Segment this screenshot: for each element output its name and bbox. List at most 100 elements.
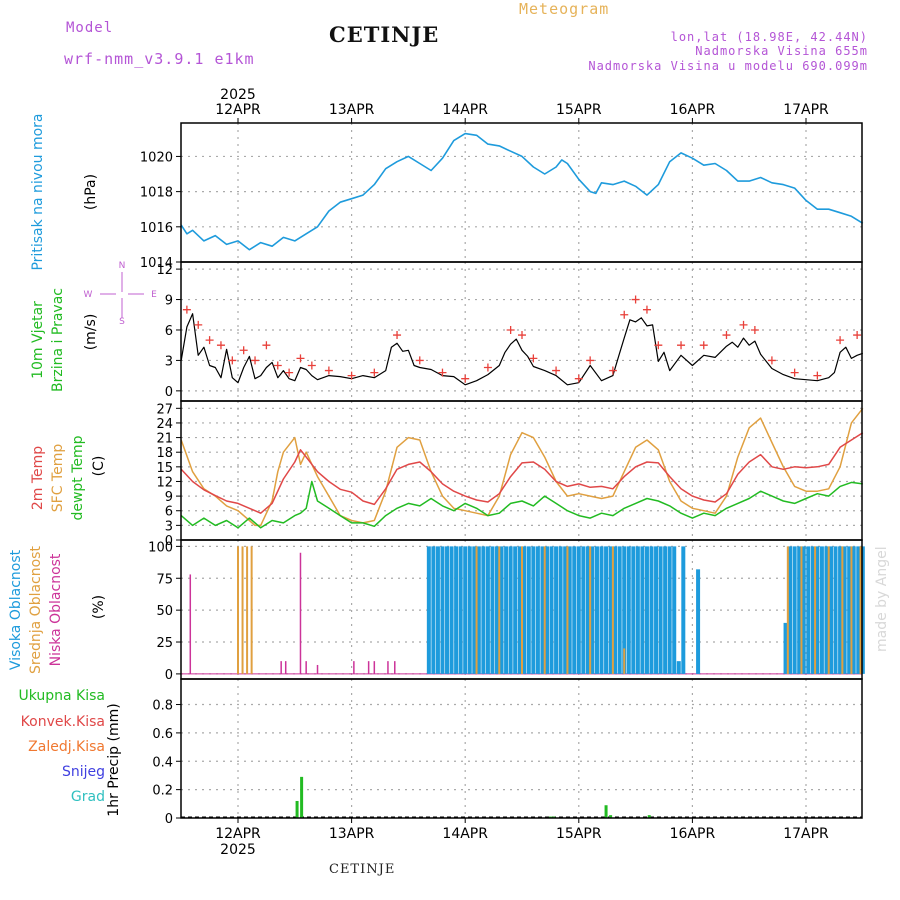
mid-cloud-bar <box>246 546 249 674</box>
mid-cloud-bar <box>241 546 244 674</box>
y-tick-label: 27 <box>156 402 173 417</box>
precip-bar <box>609 815 613 818</box>
high-cloud-bar <box>806 546 811 674</box>
high-cloud-bar <box>458 546 463 674</box>
high-cloud-bar <box>495 546 500 674</box>
high-cloud-bar <box>449 546 454 674</box>
high-cloud-bar <box>635 546 640 674</box>
y-tick-label: 0.8 <box>152 699 173 714</box>
y-tick-label: 6 <box>165 505 173 520</box>
mid-cloud-bar <box>543 546 546 674</box>
high-cloud-bar <box>672 546 677 674</box>
high-cloud-bar <box>681 546 686 674</box>
wind-gust-marker <box>739 320 748 329</box>
high-cloud-bar <box>833 546 838 674</box>
mid-cloud-bar <box>250 546 253 674</box>
mid-cloud-bar <box>859 546 862 674</box>
panel-frame <box>180 122 863 263</box>
x-day-label-top: 12APR <box>215 102 261 118</box>
y-tick-label: 12 <box>156 263 173 278</box>
wind-gust-marker <box>654 341 663 350</box>
temp-axis-title-1: 2m Temp <box>30 446 46 510</box>
wind-gust-marker <box>239 346 248 355</box>
precip-bar <box>300 776 304 818</box>
dir-south-label: S <box>119 317 125 327</box>
high-cloud-bar <box>472 546 477 674</box>
mid-cloud-bar <box>850 546 853 674</box>
legend-snow: Snijeg <box>62 764 105 780</box>
high-cloud-bar <box>819 546 824 674</box>
wind-gust-marker <box>285 368 294 377</box>
mid-cloud-bar <box>566 546 569 674</box>
y-tick-label: 6 <box>165 324 173 339</box>
grid-layer <box>181 123 862 818</box>
high-cloud-bar <box>696 569 701 674</box>
wind-gust-marker <box>552 366 561 375</box>
high-cloud-bar <box>490 546 495 674</box>
high-cloud-bar <box>435 546 440 674</box>
pressure-axis-title: Pritisak na nivou mora <box>30 113 46 270</box>
high-cloud-bar <box>572 546 577 674</box>
mid-cloud-bar <box>521 546 523 674</box>
legend-freezing-rain: Zaledj.Kisa <box>28 739 105 755</box>
precip-bar <box>295 800 299 818</box>
high-cloud-bar <box>815 546 820 674</box>
credit-watermark: made by Angel <box>874 546 890 652</box>
station-title: CETINJE <box>329 22 440 47</box>
x-day-label-bottom: 12APR <box>215 826 261 842</box>
wind-gust-marker <box>262 341 271 350</box>
x-day-label-top: 17APR <box>783 102 829 118</box>
high-cloud-bar <box>535 546 540 674</box>
cloud-axis-title-1: Visoka Oblacnost <box>8 549 24 670</box>
wind-gust-marker <box>296 354 305 363</box>
mid-cloud-bar <box>841 546 844 674</box>
wind-gust-marker <box>307 361 316 370</box>
wind-gust-marker <box>586 356 595 365</box>
high-cloud-bar <box>783 622 788 674</box>
y-tick-label: 15 <box>156 461 173 476</box>
low-cloud-bar <box>394 661 396 674</box>
mid-cloud-bar <box>786 546 789 674</box>
high-cloud-bar <box>431 546 436 674</box>
high-cloud-bar <box>797 546 802 674</box>
wind-gust-marker <box>324 366 333 375</box>
high-cloud-bar <box>513 546 518 674</box>
marks-layer <box>180 132 865 818</box>
high-cloud-bar <box>810 546 815 674</box>
mid-cloud-bar <box>827 546 830 674</box>
low-cloud-bar <box>353 661 355 674</box>
high-cloud-bar <box>594 546 599 674</box>
high-cloud-bar <box>481 546 486 674</box>
high-cloud-bar <box>663 546 668 674</box>
high-cloud-bar <box>544 546 549 674</box>
wind-gust-marker <box>853 331 862 340</box>
wind-gust-marker <box>608 366 617 375</box>
high-cloud-bar <box>567 546 572 674</box>
year-label-bottom: 2025 <box>220 842 256 858</box>
high-cloud-bar <box>576 546 581 674</box>
y-tick-label: 1016 <box>140 221 173 236</box>
temp-unit-label: (C) <box>91 456 107 477</box>
wind-gust-marker <box>642 305 651 314</box>
cloud-axis-title-3: Niska Oblacnost <box>48 553 64 666</box>
high-cloud-bar <box>554 546 559 674</box>
high-cloud-bar <box>622 546 627 674</box>
high-cloud-bar <box>426 546 431 674</box>
wind-gust-marker <box>347 371 356 380</box>
dir-east-label: E <box>151 290 157 300</box>
x-day-label-bottom: 17APR <box>783 826 829 842</box>
y-tick-label: 75 <box>156 572 173 587</box>
model-name: wrf-nmm_v3.9.1 e1km <box>64 50 255 68</box>
y-tick-label: 0 <box>165 385 173 400</box>
high-cloud-bar <box>617 546 622 674</box>
high-cloud-bar <box>476 546 481 674</box>
high-cloud-bar <box>667 546 672 674</box>
high-cloud-bar <box>644 546 649 674</box>
wind-gust-marker <box>461 374 470 383</box>
text-layer: 1014101610181020036912036912151821242702… <box>8 87 829 858</box>
wind-unit-label: (m/s) <box>83 314 99 351</box>
high-cloud-bar <box>801 546 806 674</box>
wind-gust-marker <box>483 363 492 372</box>
high-cloud-bar <box>531 546 536 674</box>
